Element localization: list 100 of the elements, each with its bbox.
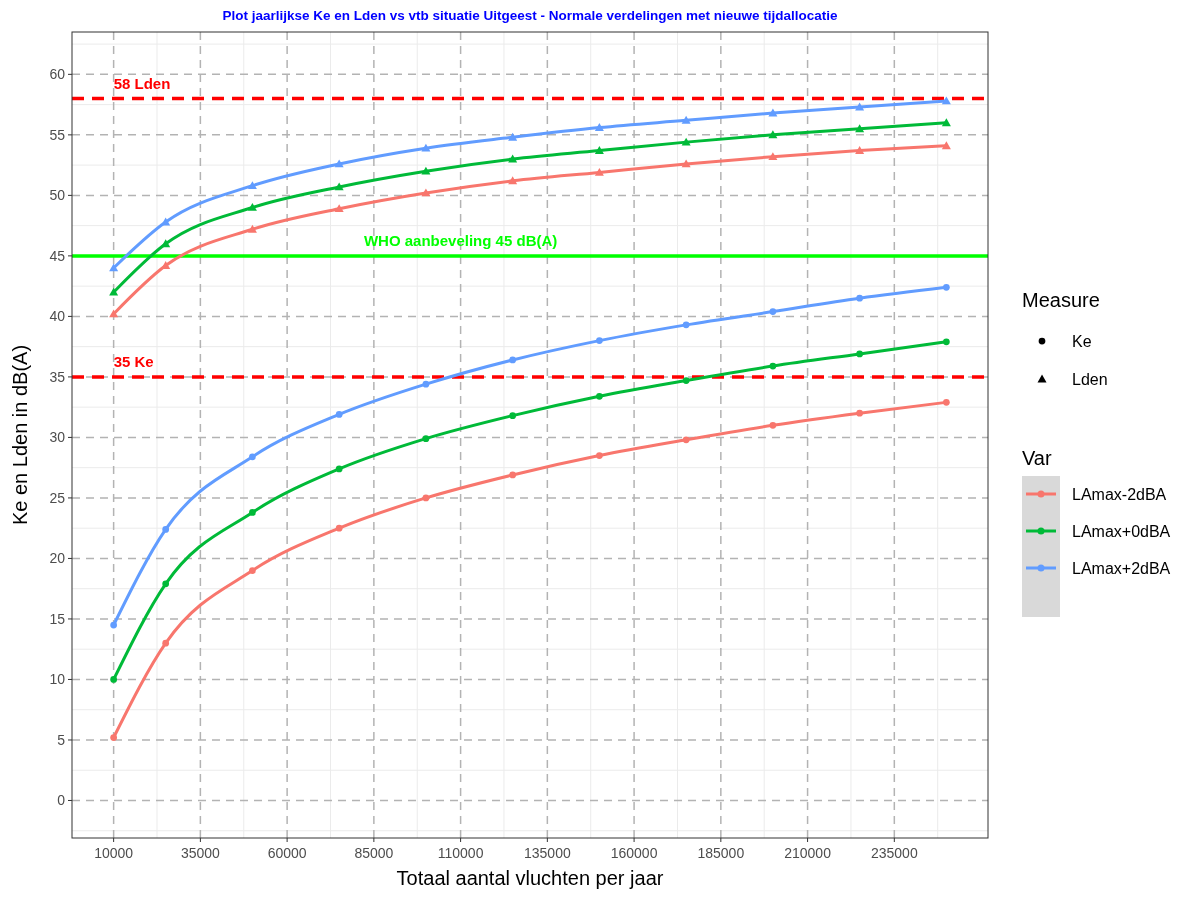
point: [162, 639, 170, 647]
y-tick-label: 40: [49, 308, 66, 325]
point: [422, 494, 430, 502]
point: [942, 283, 950, 291]
point: [508, 176, 518, 185]
legend-title: Var: [1022, 447, 1052, 469]
point: [855, 124, 865, 133]
text: Ke: [1072, 333, 1092, 350]
x-tick-label: 35000: [180, 845, 221, 861]
y-tick-label: 55: [49, 126, 66, 143]
point: [334, 182, 344, 191]
legend-label: LAmax+2dBA: [1072, 560, 1171, 577]
point: [942, 338, 950, 346]
point: [334, 159, 344, 168]
legend-label: LAmax-2dBA: [1072, 486, 1167, 503]
x-axis-title: Totaal aantal vluchten per jaar: [396, 867, 664, 889]
point: [855, 146, 865, 154]
y-tick-label: 20: [49, 550, 66, 567]
point: [247, 181, 257, 190]
ref-line-label: 35 Ke: [113, 352, 154, 370]
y-tick-label: 15: [49, 610, 66, 627]
point: [109, 263, 119, 272]
point: [421, 166, 431, 175]
point: [596, 337, 603, 344]
point: [596, 392, 603, 400]
point: [110, 621, 118, 629]
point: [508, 132, 518, 141]
point: [594, 146, 604, 154]
text: Lden: [1072, 371, 1108, 388]
point: [941, 96, 951, 105]
point: [768, 152, 778, 161]
y-tick-label: 35: [49, 368, 66, 385]
x-tick-label: 160000: [610, 845, 658, 861]
ref-line-label: WHO aanbeveling 45 dB(A): [363, 231, 558, 249]
point: [421, 143, 431, 152]
y-tick-label: 60: [49, 66, 66, 83]
x-tick-label: 60000: [267, 845, 307, 861]
point: [855, 102, 865, 111]
point: [335, 465, 343, 473]
text: Measure: [1022, 289, 1100, 311]
point: [161, 261, 171, 269]
y-tick-label: 45: [49, 247, 66, 264]
x-tick-label: 135000: [523, 845, 571, 861]
legend-label: LAmax+0dBA: [1072, 523, 1171, 540]
point: [681, 137, 691, 146]
ref-line-label: 58 Lden: [113, 74, 171, 92]
point: [594, 167, 604, 176]
point: [594, 123, 604, 131]
point: [682, 321, 690, 329]
point: [768, 130, 778, 139]
point: [941, 141, 951, 150]
x-tick-label: 235000: [870, 845, 918, 861]
point: [421, 188, 431, 197]
point: [334, 204, 344, 213]
point: [682, 377, 690, 384]
y-axis-title: Ke en Lden in dB(A): [9, 344, 31, 526]
point: [247, 224, 257, 233]
point: [422, 435, 430, 443]
point: [856, 409, 863, 417]
point: [769, 421, 777, 429]
x-tick-label: 85000: [354, 845, 394, 861]
point: [162, 580, 170, 588]
y-tick-label: 0: [57, 792, 66, 809]
point: [856, 350, 863, 358]
point: [596, 452, 603, 459]
x-tick-label: 210000: [784, 845, 832, 861]
point: [249, 567, 256, 574]
point: [942, 398, 950, 406]
point: [109, 309, 119, 318]
point: [162, 526, 170, 533]
y-tick-label: 30: [49, 429, 66, 446]
point: [422, 380, 430, 388]
x-tick-label: 10000: [94, 845, 134, 861]
point: [249, 509, 256, 516]
point: [856, 294, 863, 302]
point: [110, 676, 118, 683]
point: [509, 471, 517, 479]
x-tick-label: 110000: [437, 845, 484, 861]
point: [768, 108, 778, 117]
point: [769, 308, 777, 315]
point: [941, 118, 951, 127]
y-tick-label: 25: [49, 489, 66, 506]
point: [109, 287, 119, 296]
point: [769, 362, 777, 370]
point: [161, 217, 171, 226]
point: [335, 411, 343, 418]
y-tick-label: 50: [49, 187, 66, 204]
y-tick-label: 10: [49, 671, 66, 688]
point: [161, 239, 171, 248]
point: [509, 412, 517, 420]
point: [681, 159, 691, 168]
point: [110, 734, 118, 741]
point: [249, 453, 256, 461]
point: [335, 524, 343, 532]
point: [682, 436, 690, 444]
point: [681, 115, 691, 124]
point: [509, 356, 517, 364]
y-tick-label: 5: [57, 731, 66, 748]
chart-title: Plot jaarlijkse Ke en Lden vs vtb situatie Uitgeest - Normale verdelingen met nieuwe tijdallocatie: [222, 8, 839, 23]
x-tick-label: 185000: [697, 845, 745, 861]
